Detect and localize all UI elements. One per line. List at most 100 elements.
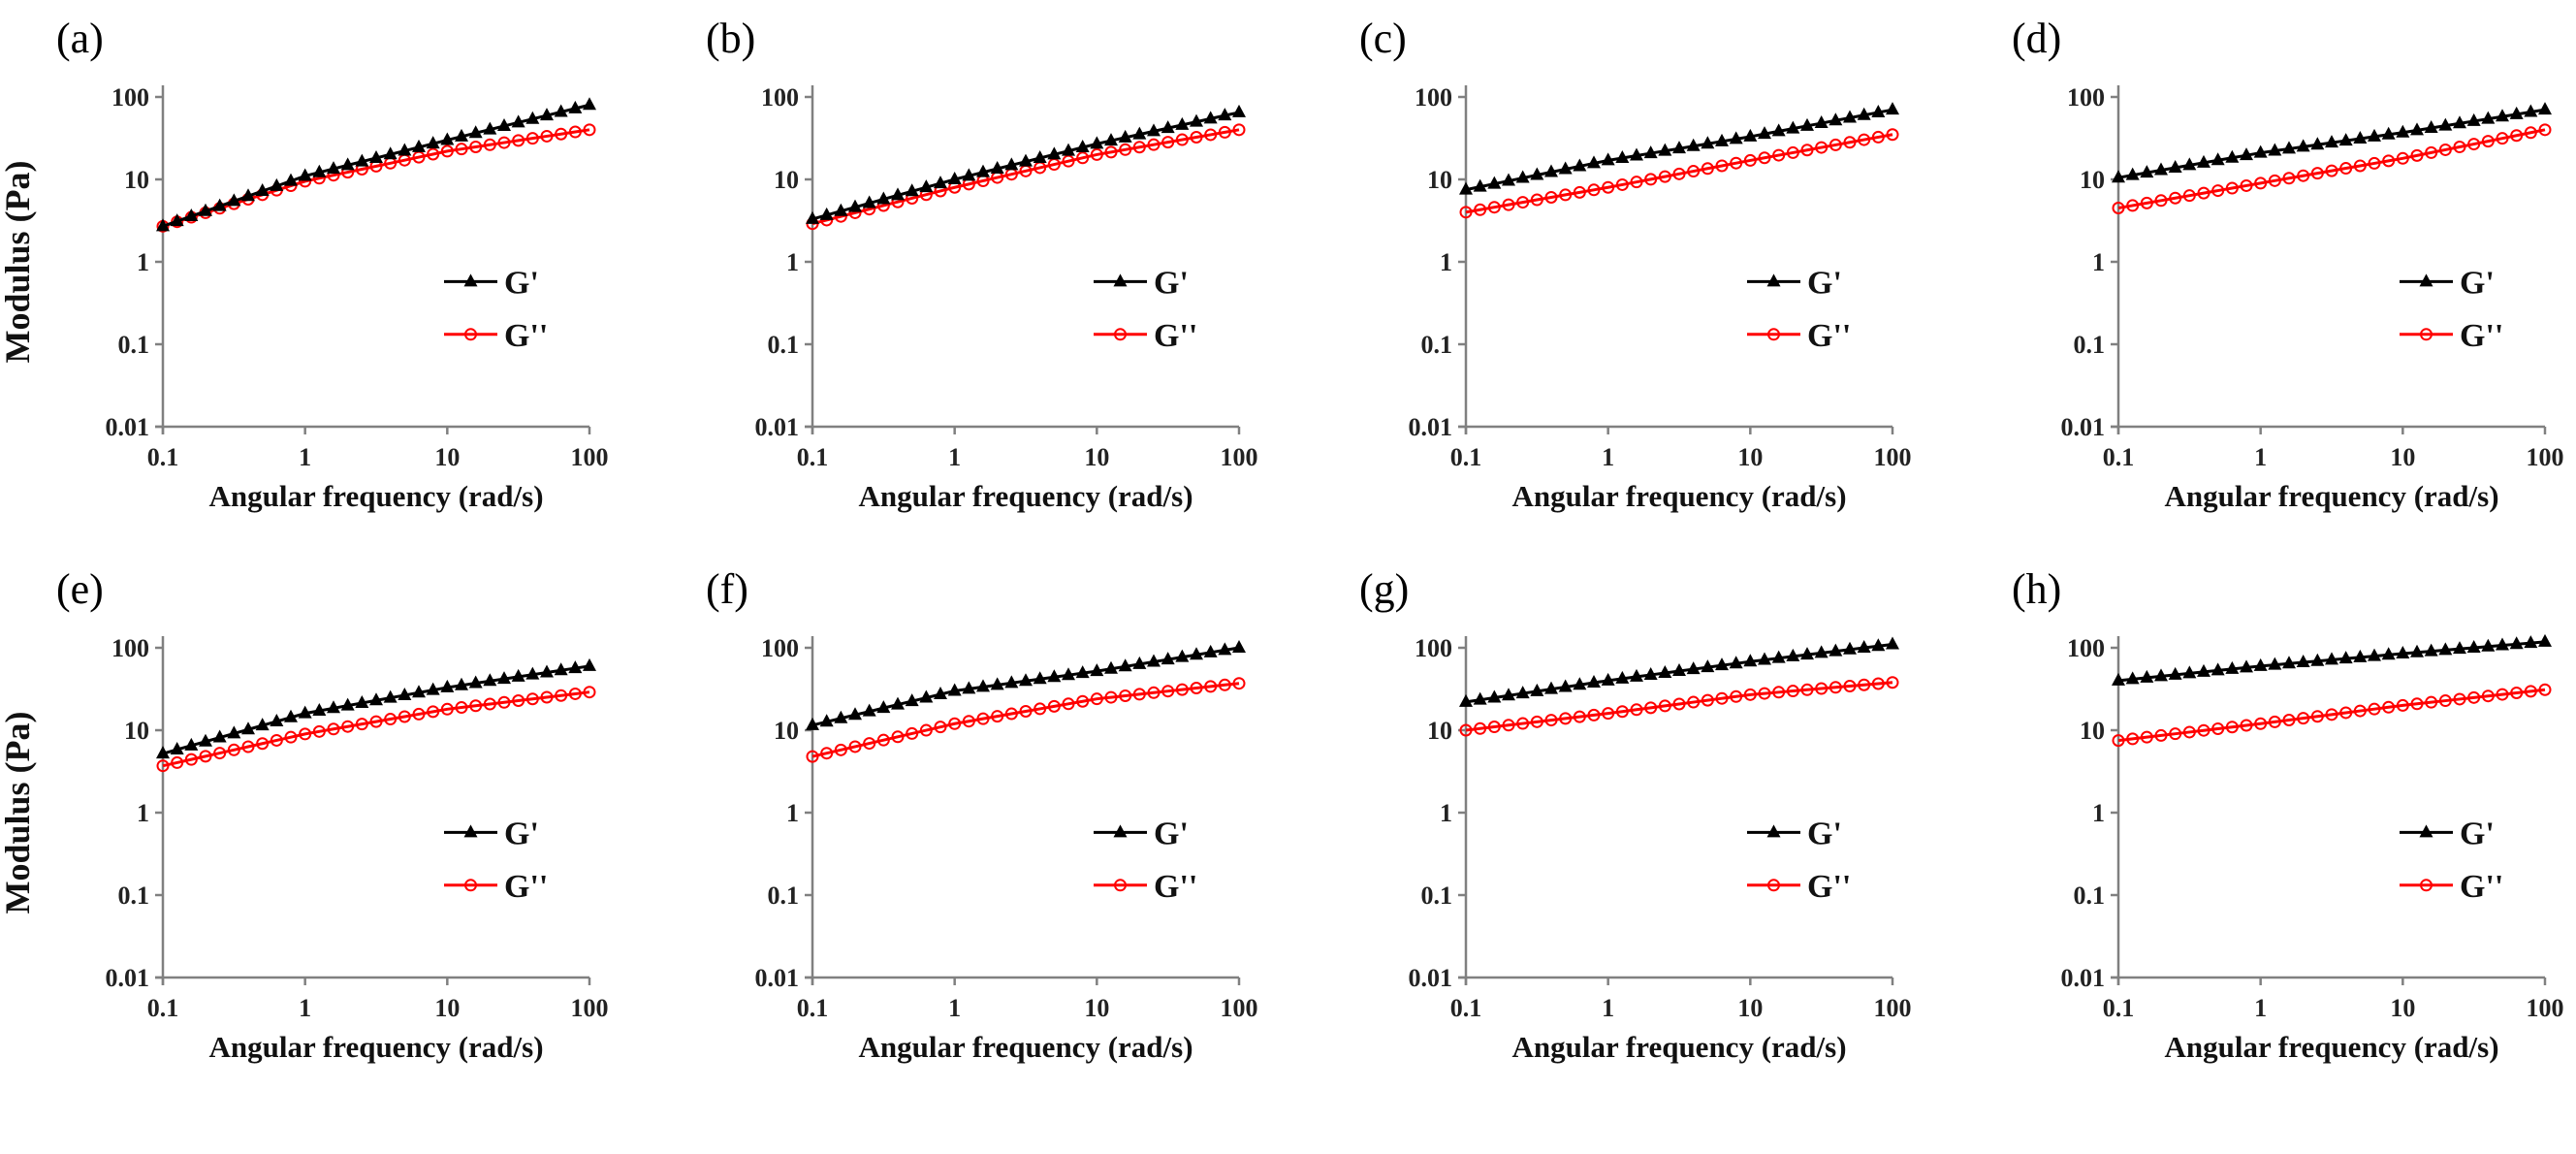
data-point-triangle — [1004, 675, 1019, 689]
x-tick-label: 0.1 — [147, 443, 179, 471]
data-point-circle — [1843, 680, 1857, 693]
data-point-circle — [2325, 708, 2338, 721]
data-point-triangle — [2325, 652, 2338, 665]
data-point-circle — [1516, 196, 1530, 209]
legend-label: G' — [2460, 816, 2495, 851]
data-point-circle — [2368, 156, 2381, 170]
y-tick-label: 0.01 — [1409, 964, 1453, 992]
data-point-triangle — [369, 149, 383, 163]
data-point-triangle — [1615, 670, 1630, 684]
data-point-circle — [2453, 692, 2466, 706]
data-point-triangle — [2253, 657, 2268, 671]
data-point-triangle — [1190, 647, 1203, 660]
data-point-triangle — [1843, 110, 1857, 123]
data-point-circle — [876, 733, 890, 747]
data-point-triangle — [327, 700, 340, 714]
data-point-triangle — [1587, 675, 1601, 689]
data-point-circle — [1530, 715, 1543, 728]
y-axis-title: Modulus (Pa) — [0, 711, 37, 914]
legend-label: G'' — [1154, 869, 1197, 905]
data-point-triangle — [1857, 107, 1871, 120]
data-point-circle — [2197, 723, 2210, 737]
legend: G' G'' — [444, 816, 548, 905]
series-line — [811, 128, 1240, 226]
data-point-triangle — [1473, 691, 1487, 705]
data-point-triangle — [1701, 136, 1715, 149]
data-point-triangle — [2509, 106, 2524, 119]
data-point-triangle — [497, 671, 511, 685]
data-point-circle — [1544, 714, 1558, 727]
data-point-circle — [2410, 697, 2424, 711]
data-point-triangle — [1786, 648, 1800, 661]
data-point-triangle — [2538, 102, 2552, 115]
data-point-circle — [1715, 691, 1729, 705]
data-point-circle — [1175, 683, 1189, 696]
y-tick-label: 0.01 — [755, 964, 800, 992]
data-point-triangle — [1515, 686, 1530, 699]
data-point-circle — [2467, 138, 2481, 151]
data-point-triangle — [976, 679, 990, 692]
data-point-triangle — [2496, 109, 2509, 122]
data-point-triangle — [270, 177, 284, 191]
data-point-triangle — [2524, 635, 2538, 649]
data-point-triangle — [327, 161, 340, 175]
data-point-triangle — [1658, 143, 1672, 156]
data-point-circle — [1147, 686, 1161, 699]
legend-label: G' — [1807, 816, 1842, 851]
data-point-circle — [934, 721, 947, 734]
data-point-triangle — [934, 686, 947, 699]
legend: G' G'' — [1094, 265, 1197, 354]
data-point-circle — [2154, 728, 2168, 742]
data-point-circle — [1587, 183, 1601, 197]
x-tick-label: 100 — [2527, 443, 2564, 471]
data-point-triangle — [1132, 126, 1147, 140]
panel-label: (h) — [2012, 565, 2061, 613]
data-point-circle — [1701, 693, 1714, 707]
series-g-prime — [156, 657, 596, 759]
data-point-circle — [497, 695, 511, 709]
x-tick-label: 0.1 — [147, 994, 179, 1022]
data-point-circle — [2453, 141, 2466, 154]
data-point-circle — [1815, 141, 1829, 154]
data-point-triangle — [1643, 666, 1658, 680]
data-point-triangle — [156, 746, 170, 759]
data-point-triangle — [1190, 113, 1203, 127]
data-point-circle — [2510, 686, 2524, 699]
x-tick-label: 1 — [1602, 443, 1614, 471]
data-point-circle — [1147, 138, 1161, 151]
series-line — [1465, 133, 1893, 214]
data-point-triangle — [1487, 176, 1502, 189]
data-point-triangle — [1062, 143, 1075, 156]
data-point-circle — [1119, 689, 1132, 702]
data-point-triangle — [1672, 141, 1686, 154]
data-point-circle — [1644, 173, 1658, 186]
panel-label: (d) — [2012, 15, 2061, 62]
data-point-triangle — [184, 208, 199, 221]
series-g-double-prime — [2112, 123, 2552, 214]
data-point-circle — [1858, 678, 1871, 691]
data-point-circle — [1218, 678, 1231, 691]
data-point-triangle — [1686, 138, 1701, 151]
series-g-prime — [806, 640, 1246, 730]
data-point-circle — [327, 722, 340, 736]
data-point-triangle — [1502, 173, 1515, 186]
data-point-triangle — [1544, 164, 1558, 177]
data-point-triangle — [2268, 657, 2282, 670]
data-point-triangle — [1459, 693, 1473, 707]
data-point-circle — [355, 718, 368, 731]
data-point-circle — [2254, 176, 2268, 190]
data-point-triangle — [876, 191, 891, 205]
data-point-triangle — [1814, 115, 1829, 129]
data-point-circle — [2524, 126, 2537, 140]
data-point-circle — [2339, 706, 2353, 720]
data-point-circle — [1232, 677, 1246, 690]
data-point-circle — [1602, 707, 1615, 721]
data-point-circle — [1190, 131, 1203, 144]
data-point-circle — [2126, 732, 2140, 746]
data-point-triangle — [440, 132, 455, 145]
data-point-triangle — [2438, 117, 2453, 131]
data-point-circle — [2112, 734, 2125, 748]
data-point-triangle — [1530, 683, 1544, 696]
